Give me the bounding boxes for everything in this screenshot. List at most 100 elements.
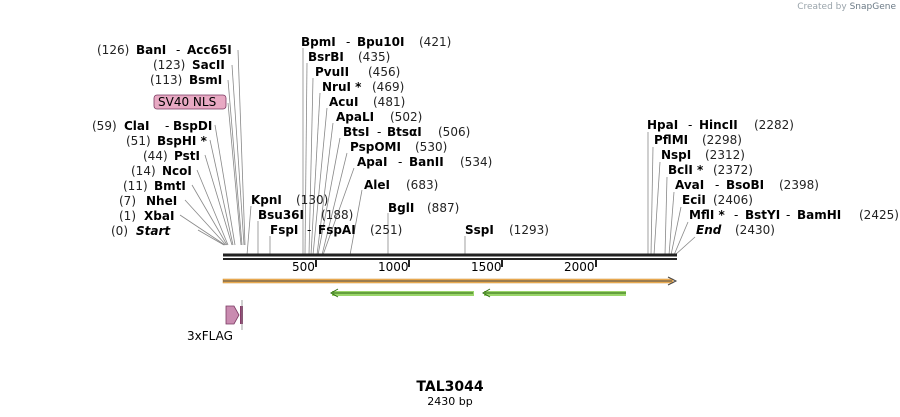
site-pos: (2425) — [859, 208, 899, 222]
site-pos: (456) — [368, 65, 400, 79]
site-dash: - — [715, 178, 719, 192]
site-enzyme[interactable]: Bpu10I — [357, 35, 404, 49]
3xflag-feature[interactable] — [225, 300, 243, 330]
snapgene-credit: Created by SnapGene — [797, 2, 896, 12]
sv40-nls-label: SV40 NLS — [158, 95, 216, 109]
site-dash: - — [688, 118, 692, 132]
green-feature-arrow-1[interactable] — [329, 288, 474, 298]
site-enzyme[interactable]: BsoBI — [726, 178, 764, 192]
site-enzyme[interactable]: ApaI — [357, 155, 387, 169]
site-enzyme[interactable]: BamHI — [797, 208, 841, 222]
site-enzyme[interactable]: FspAI — [318, 223, 356, 237]
site-pos: (113) — [150, 73, 182, 87]
site-dash: - — [377, 125, 381, 139]
site-dash: - — [176, 43, 180, 57]
site-pos: (2312) — [705, 148, 745, 162]
site-pos: (2406) — [713, 193, 753, 207]
ruler-tick-1000: 1000 — [378, 260, 409, 274]
site-enzyme[interactable]: ClaI — [124, 119, 149, 133]
site-enzyme[interactable]: BstYI — [745, 208, 780, 222]
site-enzyme[interactable]: BpmI — [301, 35, 336, 49]
site-pos: (1293) — [509, 223, 549, 237]
map-length: 2430 bp — [427, 395, 472, 408]
site-enzyme[interactable]: PspOMI — [350, 140, 401, 154]
end-label: End — [696, 223, 722, 237]
credit-prefix: Created by — [797, 2, 847, 12]
site-enzyme[interactable]: NruI * — [322, 80, 362, 94]
site-pos: (188) — [321, 208, 353, 222]
site-dash: - — [398, 155, 402, 169]
middle-site-labels: BpmI - Bpu10I (421) BsrBI (435) PvuII (4… — [251, 35, 549, 237]
site-pos: (44) — [143, 149, 168, 163]
site-pos: (530) — [415, 140, 447, 154]
site-pos: (2430) — [735, 223, 775, 237]
site-enzyme[interactable]: MflI * — [689, 208, 725, 222]
green-feature-arrow-2[interactable] — [481, 288, 626, 298]
site-enzyme[interactable]: NcoI — [162, 164, 192, 178]
site-enzyme[interactable]: BglI — [388, 201, 414, 215]
right-site-labels: HpaI - HincII (2282) PflMI (2298) NspI (… — [647, 118, 899, 237]
site-pos: (469) — [372, 80, 404, 94]
site-enzyme[interactable]: Acc65I — [187, 43, 232, 57]
site-enzyme[interactable]: BtsαI — [387, 125, 422, 139]
site-pos: (51) — [126, 134, 151, 148]
site-enzyme[interactable]: BspHI * — [157, 134, 208, 148]
site-enzyme[interactable]: NspI — [661, 148, 691, 162]
site-dash: - — [307, 223, 311, 237]
site-enzyme[interactable]: BsrBI — [308, 50, 344, 64]
site-pos: (421) — [419, 35, 451, 49]
site-enzyme[interactable]: SspI — [465, 223, 494, 237]
3xflag-label: 3xFLAG — [187, 329, 233, 343]
sequence-backbone — [223, 253, 677, 260]
site-pos: (130) — [296, 193, 328, 207]
orange-feature-arrow[interactable] — [222, 276, 678, 286]
site-enzyme[interactable]: NheI — [146, 194, 177, 208]
sv40-nls-feature[interactable]: SV40 NLS — [153, 94, 227, 110]
site-enzyme[interactable]: Bsu36I — [258, 208, 304, 222]
site-enzyme[interactable]: ApaLI — [336, 110, 374, 124]
site-enzyme[interactable]: SacII — [192, 58, 225, 72]
site-pos: (683) — [406, 178, 438, 192]
site-enzyme[interactable]: AcuI — [329, 95, 358, 109]
site-enzyme[interactable]: HpaI — [647, 118, 678, 132]
site-enzyme[interactable]: FspI — [270, 223, 298, 237]
site-enzyme[interactable]: HincII — [699, 118, 738, 132]
site-dash: - — [165, 119, 169, 133]
site-enzyme[interactable]: BanII — [409, 155, 444, 169]
site-pos: (14) — [131, 164, 156, 178]
site-pos: (435) — [358, 50, 390, 64]
site-enzyme[interactable]: BanI — [136, 43, 166, 57]
site-enzyme[interactable]: BsmI — [189, 73, 222, 87]
site-pos: (126) — [97, 43, 129, 57]
site-enzyme[interactable]: BtsI — [343, 125, 370, 139]
site-pos: (251) — [370, 223, 402, 237]
site-pos: (7) — [119, 194, 136, 208]
site-enzyme[interactable]: KpnI — [251, 193, 282, 207]
site-pos: (481) — [373, 95, 405, 109]
left-site-labels: (126) BanI - Acc65I (123) SacII (113) Bs… — [92, 43, 232, 238]
site-pos: (2282) — [754, 118, 794, 132]
site-enzyme[interactable]: PstI — [174, 149, 200, 163]
site-pos: (59) — [92, 119, 117, 133]
site-enzyme[interactable]: EciI — [682, 193, 706, 207]
site-dash: - — [786, 208, 790, 222]
middle-connectors — [246, 48, 466, 256]
site-enzyme[interactable]: BmtI — [154, 179, 186, 193]
map-title: TAL3044 — [416, 379, 483, 395]
site-enzyme[interactable]: BspDI — [173, 119, 212, 133]
ruler-tick-1500: 1500 — [471, 260, 502, 274]
site-enzyme[interactable]: PflMI — [654, 133, 688, 147]
site-pos: (0) — [111, 224, 128, 238]
site-enzyme[interactable]: XbaI — [144, 209, 174, 223]
site-pos: (123) — [153, 58, 185, 72]
start-label: Start — [136, 224, 171, 238]
left-connectors — [179, 49, 246, 246]
site-pos: (534) — [460, 155, 492, 169]
site-enzyme[interactable]: AleI — [364, 178, 390, 192]
site-pos: (502) — [390, 110, 422, 124]
site-enzyme[interactable]: PvuII — [315, 65, 349, 79]
ruler-tick-500: 500 — [292, 260, 315, 274]
site-enzyme[interactable]: BclI * — [668, 163, 704, 177]
site-enzyme[interactable]: AvaI — [675, 178, 704, 192]
